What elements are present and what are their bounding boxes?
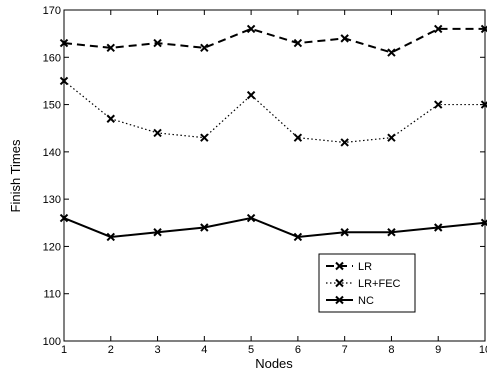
data-point-nc	[246, 213, 256, 223]
data-point-lr	[434, 24, 443, 34]
x-tick-label: 5	[248, 344, 254, 356]
legend: LR LR+FEC NC	[318, 253, 416, 313]
legend-items: LR LR+FEC NC	[326, 261, 401, 307]
series-markers	[59, 24, 487, 242]
data-point-nc	[59, 213, 69, 223]
y-tick-label: 170	[43, 5, 61, 17]
series-line-lr-fec	[63, 80, 485, 144]
series-line-nc	[63, 217, 486, 238]
y-tick-label: 140	[43, 147, 61, 159]
x-tick-label: 2	[108, 344, 114, 356]
data-point-lr-fec	[246, 90, 256, 100]
data-point-lr	[293, 38, 303, 48]
data-point-lr	[387, 48, 396, 57]
data-point-nc	[153, 228, 162, 237]
x-tick-label: 9	[435, 344, 441, 356]
x-tick-label: 3	[154, 344, 160, 356]
y-tick-label: 100	[43, 336, 61, 348]
x-tick-label: 1	[61, 344, 67, 356]
data-point-nc	[340, 228, 349, 237]
data-point-lr-fec	[480, 100, 487, 109]
y-tick-label: 160	[43, 52, 61, 64]
legend-label-lr: LR	[358, 261, 372, 273]
data-point-lr	[106, 43, 115, 53]
data-point-lr-fec	[106, 114, 115, 123]
legend-marker-nc	[335, 295, 344, 305]
y-tick-label: 110	[43, 289, 61, 301]
x-tick-label: 6	[295, 344, 301, 356]
x-tick-label: 10	[479, 344, 487, 356]
legend-label-nc: NC	[358, 295, 374, 307]
data-point-nc	[200, 223, 209, 232]
data-point-lr-fec	[200, 133, 209, 142]
x-tick-label: 7	[342, 344, 348, 356]
legend-label-lr-fec: LR+FEC	[358, 278, 401, 290]
data-point-lr	[200, 43, 209, 53]
data-point-nc	[480, 218, 487, 227]
data-point-lr-fec	[293, 133, 303, 142]
data-point-lr-fec	[434, 100, 443, 109]
x-tick-label: 4	[201, 344, 207, 356]
data-point-lr-fec	[59, 76, 69, 86]
y-tick-label: 120	[43, 241, 61, 253]
data-point-lr	[480, 24, 487, 34]
data-point-lr	[246, 24, 256, 34]
y-tick-label: 150	[43, 100, 61, 112]
y-axis-label: Finish Times	[8, 139, 23, 212]
data-point-nc	[106, 232, 115, 242]
data-point-lr	[153, 38, 162, 48]
axis-ticks: 1 2 3 4 5 6 7 8 9 10 100 110 120 130 140 150 160 170	[43, 5, 487, 356]
y-tick-label: 130	[43, 194, 61, 206]
data-point-lr	[59, 38, 69, 48]
data-point-lr-fec	[387, 133, 396, 142]
plot-frame	[63, 9, 486, 342]
data-point-nc	[293, 232, 303, 242]
data-point-lr-fec	[340, 138, 349, 147]
legend-marker-lr-fec	[335, 278, 344, 288]
series-lines	[63, 27, 486, 238]
data-point-nc	[434, 223, 443, 232]
x-tick-label: 8	[388, 344, 394, 356]
data-point-nc	[387, 228, 396, 237]
series-line-lr	[63, 27, 485, 54]
data-point-lr-fec	[153, 128, 162, 138]
x-axis-label: Nodes	[255, 356, 293, 370]
legend-marker-lr	[335, 261, 344, 271]
data-point-lr	[340, 34, 349, 43]
